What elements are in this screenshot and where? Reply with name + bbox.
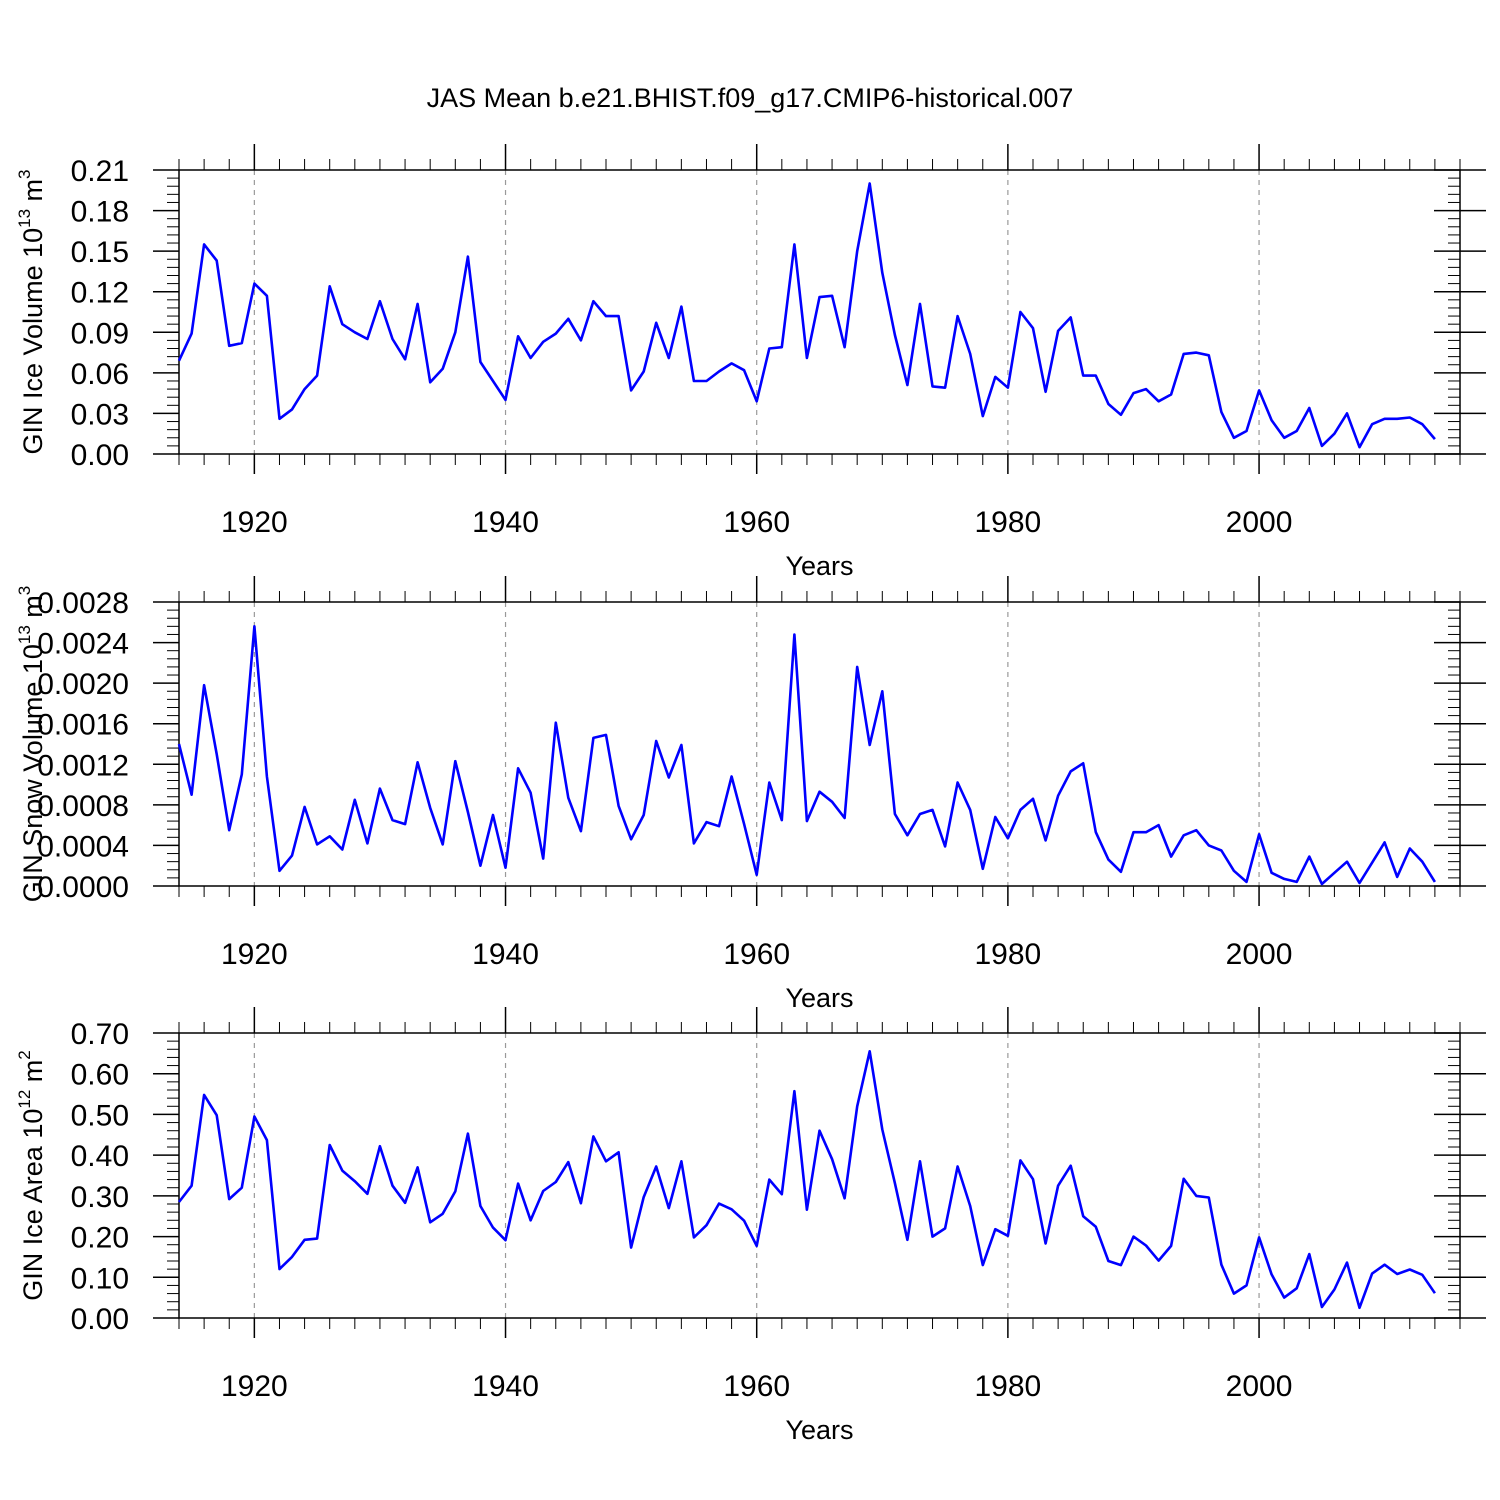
y-tick-label: 0.0008: [37, 790, 129, 823]
chart-panel-3: 1920 1940 1960 1980 2000 0.00 0.10 0.20 0.30 0.40…: [15, 1007, 1486, 1445]
x-tick-label: 1960: [723, 938, 790, 971]
y-axis-title-base: GIN Snow Volume 10: [18, 644, 48, 902]
y-tick-label: 0.00: [71, 1303, 129, 1336]
x-tick-label: 1980: [975, 1370, 1042, 1403]
y-axis-title-unit-exponent: 2: [15, 1050, 34, 1059]
x-tick-label: 1920: [221, 1370, 288, 1403]
x-axis-title: Years: [785, 551, 853, 581]
x-tick-label: 1940: [472, 938, 539, 971]
chart-panels: 1920 1940 1960 1980 2000 0.00 0.03 0.06 0.09 0.12…: [15, 144, 1486, 1445]
x-axis-title: Years: [785, 1415, 853, 1445]
x-axis-title: Years: [785, 983, 853, 1013]
y-tick-label: 0.0028: [37, 587, 129, 620]
x-tick-label: 2000: [1226, 938, 1293, 971]
y-axis-title: GIN Ice Area 1012 m2: [15, 1050, 48, 1301]
y-tick-label: 0.70: [71, 1018, 129, 1051]
y-tick-label: 0.20: [71, 1222, 129, 1255]
x-tick-label: 1920: [221, 938, 288, 971]
y-tick-label: 0.12: [71, 277, 129, 310]
x-tick-label: 1980: [975, 938, 1042, 971]
y-tick-label: 0.30: [71, 1181, 129, 1214]
y-tick-label: 0.0004: [37, 830, 129, 863]
y-tick-label: 0.60: [71, 1059, 129, 1092]
x-tick-label: 2000: [1226, 1370, 1293, 1403]
y-axis-title-unit: m: [18, 595, 48, 625]
plot-frame: [178, 169, 1461, 455]
series-line: [177, 1050, 1436, 1310]
y-axis-title-unit-exponent: 3: [15, 169, 34, 178]
chart-panel-2: 1920 1940 1960 1980 2000 0.0000 0.0004 0.0008 0.…: [15, 576, 1486, 1013]
x-tick-label: 1960: [723, 1370, 790, 1403]
y-tick-label: 0.40: [71, 1140, 129, 1173]
y-tick-label: 0.03: [71, 398, 129, 431]
figure-title: JAS Mean b.e21.BHIST.f09_g17.CMIP6-histo…: [427, 83, 1074, 113]
series-line: [177, 624, 1437, 886]
y-tick-label: 0.18: [71, 196, 129, 229]
y-axis-title-exponent: 12: [15, 1090, 34, 1109]
chart-panel-1: 1920 1940 1960 1980 2000 0.00 0.03 0.06 0.09 0.12…: [15, 144, 1486, 581]
plot-frame: [178, 601, 1461, 887]
y-tick-label: 0.0016: [37, 709, 129, 742]
x-tick-label: 1940: [472, 506, 539, 539]
y-tick-label: 0.0000: [37, 871, 129, 904]
y-axis-title-unit: m: [18, 1060, 48, 1090]
y-axis-title-exponent: 13: [15, 625, 34, 644]
y-tick-label: 0.0012: [37, 749, 129, 782]
series-line: [177, 182, 1436, 449]
x-tick-label: 2000: [1226, 506, 1293, 539]
y-tick-label: 0.00: [71, 439, 129, 472]
y-tick-label: 0.09: [71, 317, 129, 350]
y-axis-title-unit-exponent: 3: [15, 586, 34, 595]
y-axis-title-exponent: 13: [15, 209, 34, 228]
y-axis-title-base: GIN Ice Area 10: [18, 1109, 48, 1301]
plot-frame: [178, 1032, 1461, 1319]
x-tick-label: 1920: [221, 506, 288, 539]
y-tick-label: 0.10: [71, 1262, 129, 1295]
y-tick-label: 0.06: [71, 358, 129, 391]
x-tick-label: 1960: [723, 506, 790, 539]
y-tick-label: 0.21: [71, 155, 129, 188]
y-axis-title-base: GIN Ice Volume 10: [18, 228, 48, 455]
y-tick-label: 0.15: [71, 236, 129, 269]
y-axis-title: GIN Ice Volume 1013 m3: [15, 169, 48, 454]
y-tick-label: 0.50: [71, 1099, 129, 1132]
y-tick-label: 0.0020: [37, 668, 129, 701]
x-tick-label: 1940: [472, 1370, 539, 1403]
x-tick-label: 1980: [975, 506, 1042, 539]
y-axis-title: GIN Snow Volume 1013 m3: [15, 586, 48, 903]
y-tick-label: 0.0024: [37, 628, 129, 661]
y-axis-title-unit: m: [18, 179, 48, 209]
